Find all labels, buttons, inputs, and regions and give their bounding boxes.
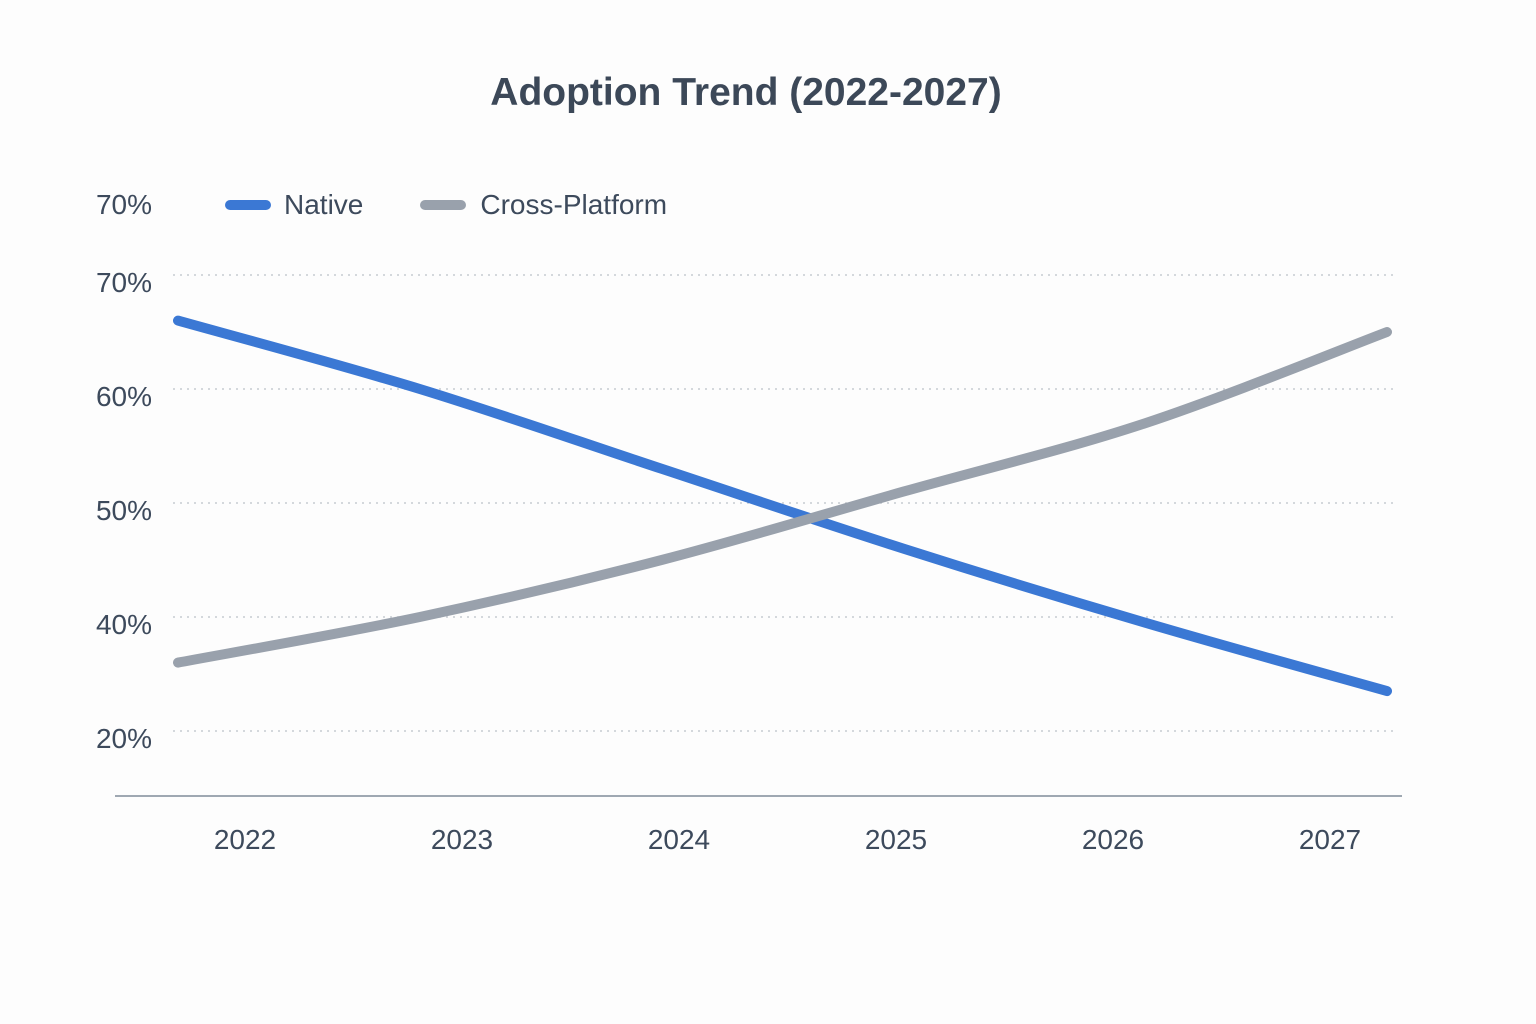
x-tick-label: 2023 [430, 824, 494, 855]
legend-swatch-native [225, 200, 271, 210]
y-tick-label: 20% [95, 723, 152, 754]
cross-platform-line [173, 327, 1392, 668]
x-tick-label: 2026 [1081, 824, 1145, 855]
x-tick-label: 2027 [1298, 824, 1362, 855]
gridlines [173, 274, 1398, 732]
y-tick-label: 70% [95, 267, 152, 298]
x-tick-label: 2022 [213, 824, 277, 855]
chart-title: Adoption Trend (2022-2027) [490, 71, 1002, 114]
legend-swatch-cross-platform [420, 200, 467, 210]
legend-label-cross-platform: Cross-Platform [480, 189, 668, 220]
y-tick-label: 60% [95, 381, 152, 412]
legend: 70% Native Cross-Platform [52, 188, 667, 222]
y-axis-max-label: 70% [95, 189, 152, 220]
x-tick-label: 2025 [864, 824, 928, 855]
x-tick-label: 2024 [647, 824, 711, 855]
native-line [173, 315, 1392, 697]
legend-label-native: Native [284, 189, 364, 220]
y-tick-label: 40% [95, 609, 152, 640]
y-tick-label: 50% [95, 495, 152, 526]
